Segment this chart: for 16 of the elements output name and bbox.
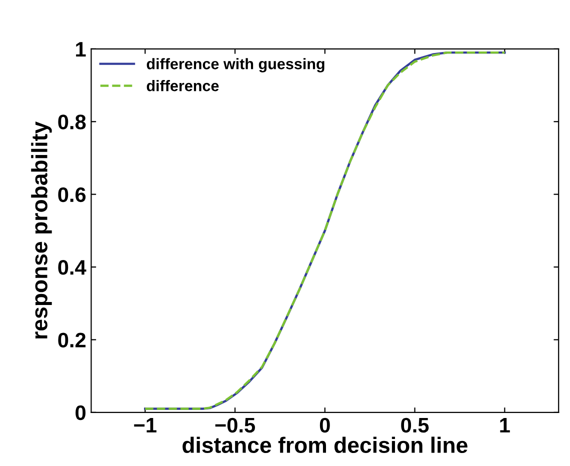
y-tick-label: 0.4 [58,260,86,275]
y-tick-label: 1 [76,42,86,56]
y-tick-label: 0.2 [58,332,86,348]
x-tick-label: −0.5 [215,418,255,433]
y-tick-label: 0.8 [58,114,86,130]
x-tick-label: 1 [500,418,510,432]
x-axis-title: distance from decision line [182,436,468,454]
x-tick-label: 0 [320,418,330,433]
x-tick-label: −1 [134,418,156,432]
y-tick-label: 0.6 [58,187,86,202]
line-series [144,51,506,410]
y-axis-title: response probability [31,122,52,338]
legend-label: difference [146,80,219,92]
y-tick-label: 0 [76,405,86,420]
legend-label: difference with guessing [146,58,324,72]
x-tick-label: 0.5 [401,418,429,433]
